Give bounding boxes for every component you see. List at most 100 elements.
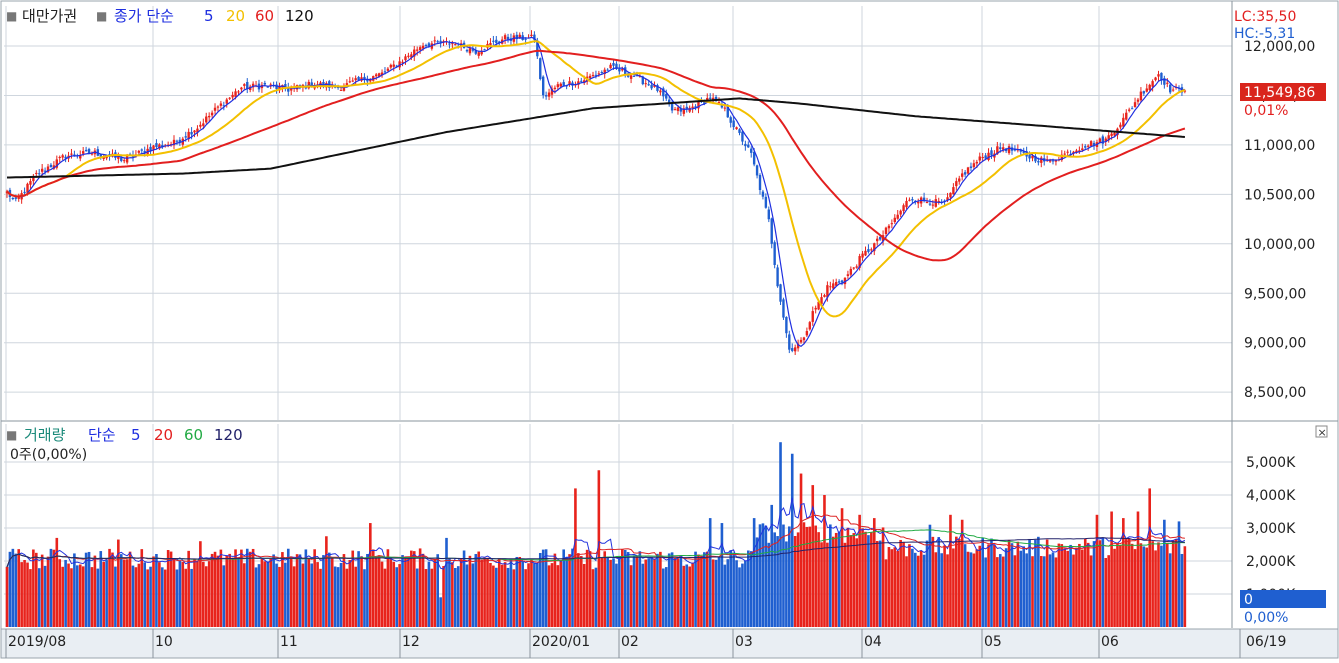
- volume-bar: [67, 563, 70, 627]
- price-tick-label: 8,500,00: [1244, 385, 1306, 401]
- volume-bar: [310, 563, 314, 627]
- volume-bar: [442, 566, 445, 627]
- candle-body: [219, 103, 223, 106]
- ma-legend-marker: ■: [96, 9, 107, 23]
- candle-body: [899, 210, 902, 215]
- candle-body: [275, 84, 278, 90]
- volume-close-button[interactable]: [1315, 425, 1328, 438]
- volume-bar: [439, 597, 442, 627]
- month-label: 10: [155, 634, 173, 650]
- candle-body: [609, 64, 612, 69]
- candle-body: [726, 106, 729, 118]
- volume-bar: [122, 559, 126, 627]
- candle-body: [79, 155, 82, 159]
- candle-body: [483, 49, 486, 51]
- candle-body: [612, 63, 615, 66]
- volume-bar: [793, 536, 797, 627]
- volume-bar: [1025, 553, 1028, 627]
- ma120-legend[interactable]: 120: [285, 7, 314, 25]
- volume-bar: [166, 550, 170, 627]
- volume-series-label[interactable]: 단순: [88, 426, 116, 444]
- volume-tick-label: 4,000K: [1246, 488, 1296, 504]
- volume-bar: [823, 495, 826, 627]
- volume-bar: [890, 549, 894, 627]
- volume-bar: [93, 555, 97, 627]
- volume-bar: [140, 549, 144, 627]
- candle-body: [656, 85, 659, 91]
- time-axis: 2019/08 10 11 12 2020/01 02 03 04 05 06: [8, 634, 1119, 650]
- candle-body: [418, 47, 422, 51]
- volume-bar: [582, 563, 586, 627]
- candle-body: [489, 43, 492, 46]
- volume-bar: [105, 560, 108, 627]
- volume-bar: [234, 549, 237, 627]
- volume-bar: [785, 541, 788, 627]
- volume-bar: [17, 549, 21, 627]
- candle-body: [515, 34, 519, 40]
- volume-bar: [240, 549, 243, 627]
- candle-body: [1160, 72, 1163, 81]
- candle-body: [1037, 161, 1040, 163]
- volume-bar: [52, 549, 56, 627]
- volume-bar: [433, 559, 437, 627]
- volume-bar: [216, 555, 220, 627]
- volume-bar: [160, 567, 164, 627]
- ma5-line: [6, 36, 1185, 348]
- volume-readout: 0주(0,00%): [10, 447, 87, 463]
- candle-body: [969, 166, 973, 168]
- volume-bar: [149, 566, 152, 627]
- candle-body: [495, 39, 498, 43]
- volume-bar: [354, 566, 357, 627]
- volume-bar: [453, 568, 457, 627]
- candle-body: [996, 146, 999, 155]
- volume-bar: [219, 549, 223, 627]
- volume-bar: [562, 549, 565, 627]
- candle-body: [506, 36, 510, 40]
- vol-ma5-legend[interactable]: 5: [131, 426, 141, 444]
- candle-body: [1013, 149, 1017, 151]
- candle-body: [17, 197, 20, 199]
- ma60-legend[interactable]: 60: [255, 7, 274, 25]
- vol-ma120-legend[interactable]: 120: [214, 426, 243, 444]
- ma-series-label[interactable]: 종가 단순: [114, 7, 174, 25]
- volume-bar: [199, 541, 202, 627]
- volume-bar: [998, 554, 1002, 627]
- vol-ma60-legend[interactable]: 60: [184, 426, 203, 444]
- candle-body: [123, 160, 126, 162]
- volume-bar: [635, 555, 639, 627]
- volume-bar: [284, 562, 287, 627]
- volume-bar: [641, 563, 645, 627]
- candle-body: [1119, 124, 1122, 128]
- candle-body: [653, 85, 656, 87]
- volume-bar: [1019, 550, 1023, 627]
- candle-body: [799, 339, 803, 343]
- candle-body: [990, 150, 993, 156]
- volume-bar: [908, 544, 911, 627]
- volume-bar: [1051, 552, 1055, 627]
- volume-title: 거래량: [24, 426, 66, 444]
- volume-bar: [656, 553, 659, 627]
- candle-body: [386, 68, 390, 71]
- volume-bar: [1130, 543, 1134, 627]
- volume-bar: [738, 567, 741, 627]
- ma5-legend[interactable]: 5: [204, 7, 214, 25]
- volume-bar: [1007, 539, 1011, 627]
- ma20-legend[interactable]: 20: [226, 7, 245, 25]
- volume-bar: [1022, 546, 1026, 627]
- candle-body: [703, 102, 706, 104]
- close-icon[interactable]: ×: [1318, 426, 1327, 439]
- candle-body: [1107, 135, 1110, 141]
- candle-body: [120, 157, 123, 161]
- current-volume-value: 0: [1244, 592, 1253, 608]
- volume-tick-label: 3,000K: [1246, 521, 1296, 537]
- candle-body: [152, 145, 155, 150]
- volume-bar: [629, 565, 633, 627]
- vol-ma20-legend[interactable]: 20: [154, 426, 173, 444]
- volume-bar: [1034, 539, 1037, 627]
- volume-bar: [600, 557, 604, 627]
- volume-bar: [380, 561, 384, 627]
- volume-bar: [612, 558, 615, 627]
- candle-body: [600, 71, 603, 73]
